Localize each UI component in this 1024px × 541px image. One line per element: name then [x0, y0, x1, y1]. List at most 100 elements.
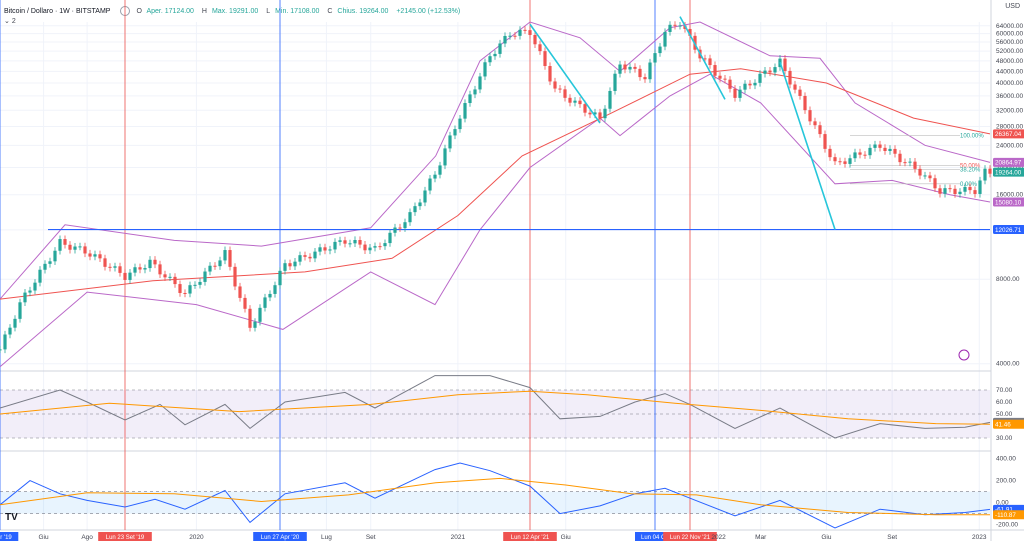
time-marker-tag[interactable] [503, 532, 557, 541]
candle[interactable] [713, 65, 717, 76]
candle[interactable] [63, 239, 67, 245]
candle[interactable] [568, 97, 572, 103]
candle[interactable] [828, 148, 832, 158]
candle[interactable] [673, 24, 677, 26]
candle[interactable] [348, 243, 352, 245]
candle[interactable] [478, 76, 482, 90]
candle[interactable] [143, 268, 147, 270]
candle[interactable] [838, 161, 842, 163]
candle[interactable] [788, 70, 792, 85]
candle[interactable] [618, 64, 622, 74]
candle[interactable] [208, 265, 212, 272]
candle[interactable] [13, 318, 17, 328]
candle[interactable] [443, 148, 447, 166]
candle[interactable] [203, 271, 207, 282]
candle[interactable] [288, 263, 292, 267]
candle[interactable] [793, 84, 797, 90]
candle[interactable] [933, 178, 937, 189]
candle[interactable] [678, 25, 682, 27]
candle[interactable] [273, 285, 277, 294]
candle[interactable] [188, 285, 192, 294]
candle[interactable] [573, 100, 577, 103]
candle[interactable] [328, 249, 332, 251]
candle[interactable] [553, 81, 557, 89]
candle[interactable] [338, 240, 342, 242]
candle[interactable] [988, 168, 992, 174]
candle[interactable] [578, 100, 582, 105]
candle[interactable] [418, 202, 422, 207]
candle[interactable] [168, 276, 172, 278]
candle[interactable] [938, 188, 942, 194]
candle[interactable] [628, 66, 632, 70]
candle[interactable] [378, 246, 382, 248]
candle[interactable] [623, 64, 627, 70]
candle[interactable] [753, 82, 757, 86]
trend-line[interactable] [529, 23, 601, 124]
candle[interactable] [433, 174, 437, 179]
candle[interactable] [363, 244, 367, 251]
candle[interactable] [688, 28, 692, 36]
candle[interactable] [728, 79, 732, 89]
cci-value-label-tag[interactable] [993, 510, 1024, 520]
candle[interactable] [33, 282, 37, 291]
candle[interactable] [893, 148, 897, 154]
candle[interactable] [293, 261, 297, 267]
candle[interactable] [808, 110, 812, 122]
candle[interactable] [708, 58, 712, 66]
candle[interactable] [903, 162, 907, 164]
candle[interactable] [588, 112, 592, 115]
candle[interactable] [493, 53, 497, 57]
candle[interactable] [373, 246, 377, 248]
candle[interactable] [403, 222, 407, 229]
candle[interactable] [218, 260, 222, 267]
candle[interactable] [313, 251, 317, 259]
time-marker-tag[interactable] [663, 532, 717, 541]
candle[interactable] [608, 90, 612, 109]
candle[interactable] [528, 30, 532, 35]
candle[interactable] [8, 327, 12, 335]
candle[interactable] [183, 292, 187, 294]
candle[interactable] [123, 272, 127, 280]
candle[interactable] [898, 153, 902, 163]
candle[interactable] [943, 188, 947, 194]
candle[interactable] [413, 206, 417, 213]
candle[interactable] [453, 129, 457, 136]
symbol-title[interactable]: Bitcoin / Dollaro · 1W · BITSTAMP [4, 7, 111, 15]
candle[interactable] [953, 188, 957, 195]
candle[interactable] [333, 241, 337, 250]
candle[interactable] [723, 78, 727, 80]
tradingview-logo-icon[interactable]: TV [5, 512, 18, 523]
candle[interactable] [888, 148, 892, 152]
candle[interactable] [638, 68, 642, 78]
price-label-tag[interactable] [993, 197, 1024, 207]
candle[interactable] [973, 190, 977, 194]
candle[interactable] [473, 89, 477, 95]
candle[interactable] [303, 255, 307, 257]
time-marker-tag[interactable] [253, 532, 307, 541]
candle[interactable] [78, 246, 82, 248]
candle[interactable] [908, 161, 912, 163]
candle[interactable] [918, 168, 922, 176]
candle[interactable] [388, 232, 392, 244]
candle[interactable] [978, 180, 982, 194]
candle[interactable] [468, 94, 472, 104]
candle[interactable] [323, 247, 327, 251]
time-marker-tag[interactable] [635, 532, 675, 541]
candle[interactable] [243, 297, 247, 309]
candle[interactable] [658, 46, 662, 54]
candle[interactable] [93, 254, 97, 257]
candle[interactable] [533, 34, 537, 45]
candle[interactable] [113, 266, 117, 268]
trend-line[interactable] [679, 16, 726, 100]
candle[interactable] [108, 266, 112, 268]
trend-line[interactable] [779, 61, 836, 230]
candle[interactable] [558, 88, 562, 90]
candle[interactable] [263, 297, 267, 308]
price-label-tag[interactable] [993, 225, 1024, 235]
time-marker-tag[interactable] [98, 532, 152, 541]
candle[interactable] [913, 161, 917, 169]
candle[interactable] [843, 161, 847, 164]
candle[interactable] [253, 321, 257, 328]
candle[interactable] [758, 73, 762, 83]
